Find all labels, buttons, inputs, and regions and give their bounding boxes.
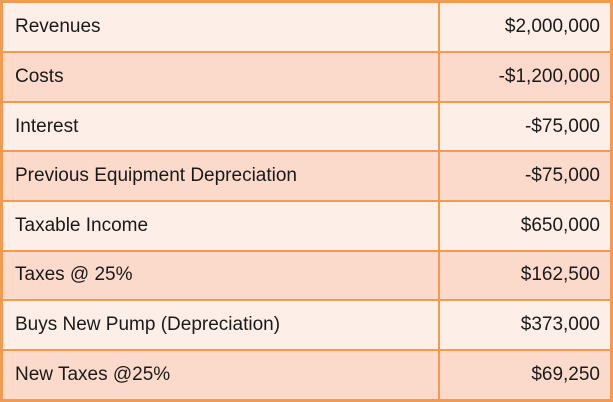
- row-label-new-taxes-25: New Taxes @25%: [0, 348, 440, 402]
- row-label-taxable-income: Taxable Income: [0, 199, 440, 252]
- row-label-costs: Costs: [0, 51, 440, 103]
- row-value-previous-equipment-depreciation: -$75,000: [437, 150, 613, 202]
- table-row: Revenues $2,000,000: [0, 0, 613, 54]
- row-label-previous-equipment-depreciation: Previous Equipment Depreciation: [0, 150, 440, 202]
- row-value-taxes-25: $162,500: [437, 249, 613, 302]
- table-row: Taxes @ 25% $162,500: [0, 249, 613, 302]
- table-row: New Taxes @25% $69,250: [0, 348, 613, 402]
- row-value-new-taxes-25: $69,250: [437, 348, 613, 402]
- row-value-buys-new-pump: $373,000: [437, 299, 613, 351]
- row-value-interest: -$75,000: [437, 100, 613, 153]
- table-row: Costs -$1,200,000: [0, 51, 613, 103]
- table-row: Taxable Income $650,000: [0, 199, 613, 252]
- row-value-costs: -$1,200,000: [437, 51, 613, 103]
- table-row: Buys New Pump (Depreciation) $373,000: [0, 299, 613, 351]
- row-label-interest: Interest: [0, 100, 440, 153]
- row-label-revenues: Revenues: [0, 0, 440, 54]
- row-label-taxes-25: Taxes @ 25%: [0, 249, 440, 302]
- table-row: Previous Equipment Depreciation -$75,000: [0, 150, 613, 202]
- row-label-buys-new-pump: Buys New Pump (Depreciation): [0, 299, 440, 351]
- table-row: Interest -$75,000: [0, 100, 613, 153]
- row-value-revenues: $2,000,000: [437, 0, 613, 54]
- row-value-taxable-income: $650,000: [437, 199, 613, 252]
